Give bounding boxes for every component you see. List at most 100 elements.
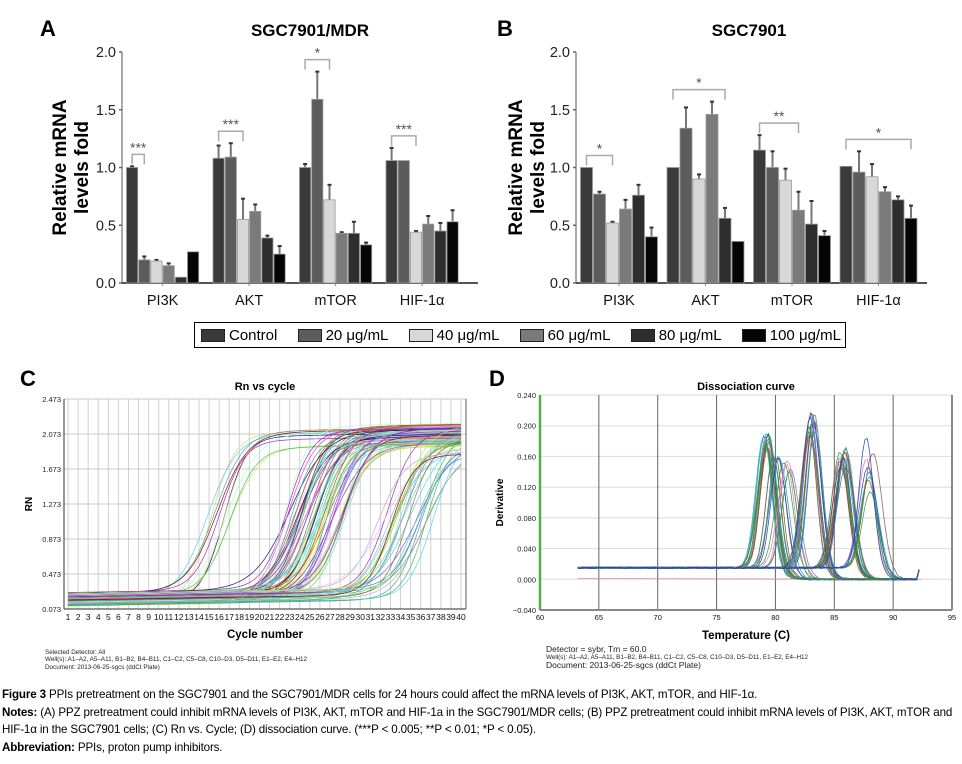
significance-label: *** xyxy=(223,116,240,132)
caption-abbreviation-label: Abbreviation: xyxy=(2,740,75,754)
figure-caption: Figure 3 PPIs pretreatment on the SGC790… xyxy=(2,686,960,756)
bar xyxy=(839,165,853,284)
legend-label: 40 μg/mL xyxy=(436,326,500,344)
footnote-line: Selected Detector: All xyxy=(45,649,106,656)
bar xyxy=(126,167,139,284)
y-tick-label: 2.473 xyxy=(42,395,61,404)
melt-curve xyxy=(577,442,920,581)
bar xyxy=(385,160,398,284)
legend-label: 80 μg/mL xyxy=(658,326,722,344)
bar xyxy=(878,191,892,284)
x-tick-label: HIF-1α xyxy=(856,293,901,309)
bar xyxy=(792,209,805,284)
caption-notes-text: (A) PPZ pretreatment could inhibit mRNA … xyxy=(2,705,953,737)
x-tick-label: 70 xyxy=(654,613,662,622)
amplification-curve xyxy=(67,438,462,602)
x-tick-label: 8 xyxy=(136,612,141,622)
bar xyxy=(731,241,745,284)
amplification-curve xyxy=(67,454,462,601)
amplification-curve xyxy=(67,433,462,605)
rn-vs-cycle-chart: Rn vs cycle 0.073 0.473 0.873 1.273 1.673 2.07… xyxy=(24,381,467,641)
x-tick-label: 5 xyxy=(106,612,111,622)
bar xyxy=(891,199,905,284)
bar xyxy=(236,219,249,284)
legend-swatch-100 xyxy=(741,328,766,342)
y-tick-label: 1.0 xyxy=(96,161,116,177)
legend-item-100: 100 μg/mL xyxy=(741,327,841,344)
x-tick-label: 60 xyxy=(536,613,544,622)
bar xyxy=(779,179,792,284)
x-tick-label: 12 xyxy=(174,612,184,622)
x-tick-label: 24 xyxy=(295,612,305,622)
x-axis-label: Temperature (C) xyxy=(702,630,790,642)
significance-label: * xyxy=(876,124,882,140)
y-tick-label: 2.0 xyxy=(96,45,116,61)
bar xyxy=(446,221,459,284)
panel-letter-c: C xyxy=(20,366,36,391)
footnote-line: Document: 2013-06-25-sgcs (ddCt Plate) xyxy=(45,663,160,671)
y-tick-label: −0.040 xyxy=(513,606,536,615)
y-tick-label: 0.240 xyxy=(517,391,536,400)
panel-letter-b: B xyxy=(497,16,513,41)
x-tick-label: HIF-1α xyxy=(400,293,445,309)
y-axis-label: RN xyxy=(24,497,35,511)
x-tick-label: 19 xyxy=(245,612,255,622)
amplification-curve xyxy=(67,427,462,593)
significance-label: * xyxy=(696,75,702,91)
bar xyxy=(162,265,175,284)
x-tick-label: mTOR xyxy=(314,293,356,309)
melt-curve xyxy=(577,431,920,581)
legend-swatch-control xyxy=(201,328,225,342)
chart-legend: Control 20 μg/mL 40 μg/mL 60 μg/mL 80 μg… xyxy=(194,322,846,348)
bar xyxy=(138,259,151,284)
x-tick-label: PI3K xyxy=(603,293,635,309)
footnote-line: Detector = sybr, Tm = 60.0 xyxy=(546,644,647,654)
bar xyxy=(397,160,410,284)
bar xyxy=(273,253,286,284)
legend-swatch-60 xyxy=(519,328,544,342)
bar xyxy=(323,199,336,284)
x-tick-label: 20 xyxy=(255,612,265,622)
x-tick-label: 33 xyxy=(386,612,396,622)
melt-curve xyxy=(577,421,920,581)
legend-label: Control xyxy=(229,326,278,344)
y-tick-label: 0.120 xyxy=(517,483,536,492)
x-tick-label: 75 xyxy=(712,613,720,622)
x-tick-label: AKT xyxy=(691,293,719,309)
amplification-curve xyxy=(68,430,462,597)
melt-curve xyxy=(577,432,920,581)
x-tick-label: AKT xyxy=(235,293,263,309)
x-tick-label: 23 xyxy=(285,612,295,622)
y-tick-label: 2.073 xyxy=(42,430,61,439)
x-tick-label: 85 xyxy=(830,613,838,622)
significance-bracket xyxy=(131,153,146,165)
x-tick-label: 32 xyxy=(376,612,386,622)
bar xyxy=(718,217,732,284)
x-tick-label: 39 xyxy=(446,612,456,622)
bar xyxy=(606,222,619,284)
x-tick-label: 7 xyxy=(126,612,131,622)
x-tick-label: 2 xyxy=(76,612,81,622)
x-tick-label: 22 xyxy=(275,612,285,622)
bar xyxy=(347,232,360,284)
bar xyxy=(679,127,693,284)
melt-curve xyxy=(577,423,920,581)
y-tick-label: 0.473 xyxy=(42,570,61,579)
bar-chart-sgc7901-mdr: SGC7901/MDR Relative mRNAlevels fold 0.0 0.… xyxy=(50,21,478,309)
amplification-curve xyxy=(67,451,462,595)
bar xyxy=(818,235,831,284)
bar xyxy=(632,194,645,284)
bar xyxy=(692,178,706,284)
bar xyxy=(299,167,312,284)
x-tick-label: 40 xyxy=(456,612,466,622)
x-tick-label: 65 xyxy=(595,613,603,622)
significance-bracket xyxy=(758,122,800,134)
bar xyxy=(212,157,225,284)
bar xyxy=(645,236,658,284)
legend-item-20: 20 μg/mL xyxy=(297,327,388,344)
significance-bracket xyxy=(845,138,912,150)
x-tick-label: 29 xyxy=(345,612,355,622)
x-tick-label: 6 xyxy=(116,612,121,622)
bar xyxy=(422,223,435,284)
y-tick-label: 1.273 xyxy=(42,500,61,509)
